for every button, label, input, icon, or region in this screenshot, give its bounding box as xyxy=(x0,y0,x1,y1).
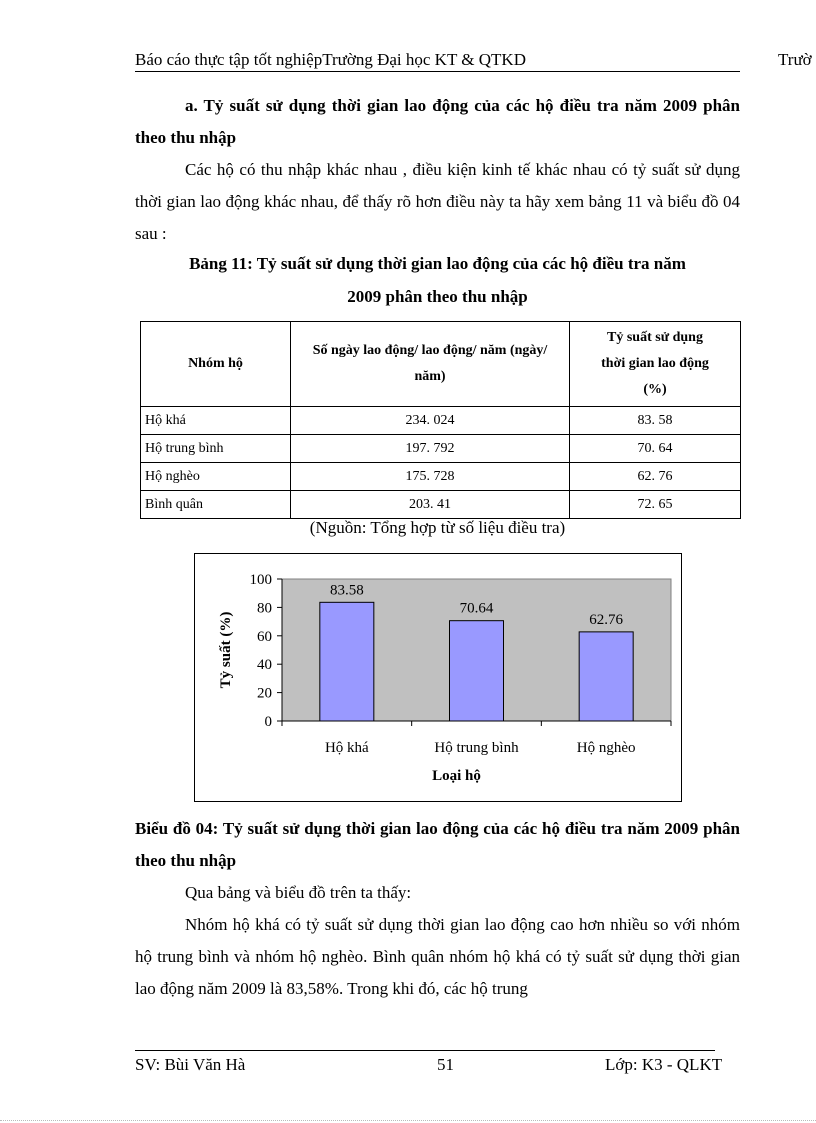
bar xyxy=(319,601,375,722)
table-row: Hộ khá 234. 024 83. 58 xyxy=(140,406,741,435)
chart-svg: 0 20 40 60 80 100 83.58 Hộ khá 70.64 Hộ trung bìn… xyxy=(218,572,672,784)
y-tick-label: 80 xyxy=(257,600,272,616)
y-axis-title: Tỷ suất (%) xyxy=(218,612,234,689)
paragraph: Nhóm hộ khá có tỷ suất sử dụng thời gian… xyxy=(135,915,740,998)
data-label: 83.58 xyxy=(330,582,364,598)
footer-student: SV: Bùi Văn Hà xyxy=(135,1055,246,1074)
footer-class: Lớp: K3 - QLKT xyxy=(605,1055,723,1074)
cell: 234. 024 xyxy=(290,406,570,435)
cell: 203. 41 xyxy=(290,490,570,519)
table-row: Hộ trung bình 197. 792 70. 64 xyxy=(140,434,741,463)
paragraph: Qua bảng và biểu đồ trên ta thấy: xyxy=(185,883,412,902)
cell: 70. 64 xyxy=(569,434,741,463)
data-label: 70.64 xyxy=(460,601,494,617)
table-title: Bảng 11: Tỷ suất sử dụng thời gian lao đ… xyxy=(189,254,686,273)
x-tick-label: Hộ khá xyxy=(325,740,369,756)
cell: Hộ khá xyxy=(140,406,291,435)
table-row: Bình quân 203. 41 72. 65 xyxy=(140,490,741,519)
header-cell: Tỷ suất sử dụng thời gian lao động (%) xyxy=(569,321,741,407)
y-tick-label: 0 xyxy=(265,714,273,730)
header-left: Báo cáo thực tập tốt nghiệpTrường Đại họ… xyxy=(135,50,526,69)
header-right: Trườ xyxy=(778,50,812,69)
intro-paragraph: Các hộ có thu nhập khác nhau , điều kiện… xyxy=(135,160,740,243)
y-tick-label: 20 xyxy=(257,686,272,702)
x-axis-title: Loại hộ xyxy=(432,768,481,784)
chart-caption: Biểu đồ 04: Tỷ suất sử dụng thời gian la… xyxy=(135,819,740,870)
header-cell: Số ngày lao động/ lao động/ năm (ngày/ n… xyxy=(290,321,570,407)
table-row: Hộ nghèo 175. 728 62. 76 xyxy=(140,462,741,491)
page-edge xyxy=(0,1120,816,1121)
x-tick-label: Hộ nghèo xyxy=(577,740,636,756)
y-tick-label: 60 xyxy=(257,629,272,645)
cell: 197. 792 xyxy=(290,434,570,463)
x-tick-label: Hộ trung bình xyxy=(434,740,519,756)
y-tick-label: 100 xyxy=(250,572,273,588)
header-rule xyxy=(135,71,740,72)
cell: Hộ trung bình xyxy=(140,434,291,463)
footer-rule xyxy=(135,1050,715,1051)
section-title: a. Tỷ suất sử dụng thời gian lao động củ… xyxy=(135,96,740,147)
table-source: (Nguồn: Tổng hợp từ số liệu điều tra) xyxy=(309,518,566,537)
cell: 62. 76 xyxy=(569,462,741,491)
bar xyxy=(578,631,634,722)
cell: Hộ nghèo xyxy=(140,462,291,491)
bar-chart: 0 20 40 60 80 100 83.58 Hộ khá 70.64 Hộ trung bìn… xyxy=(194,553,682,802)
y-tick-label: 40 xyxy=(257,657,272,673)
cell: 83. 58 xyxy=(569,406,741,435)
cell: 175. 728 xyxy=(290,462,570,491)
table-header-row: Nhóm hộ Số ngày lao động/ lao động/ năm … xyxy=(140,321,741,407)
bar xyxy=(449,620,504,722)
table-title-2: 2009 phân theo thu nhập xyxy=(347,287,528,306)
data-label: 62.76 xyxy=(589,612,623,628)
cell: 72. 65 xyxy=(569,490,741,519)
cell: Bình quân xyxy=(140,490,291,519)
page-number: 51 xyxy=(437,1055,454,1074)
data-table: Nhóm hộ Số ngày lao động/ lao động/ năm … xyxy=(140,321,741,519)
header-cell: Nhóm hộ xyxy=(140,321,291,407)
